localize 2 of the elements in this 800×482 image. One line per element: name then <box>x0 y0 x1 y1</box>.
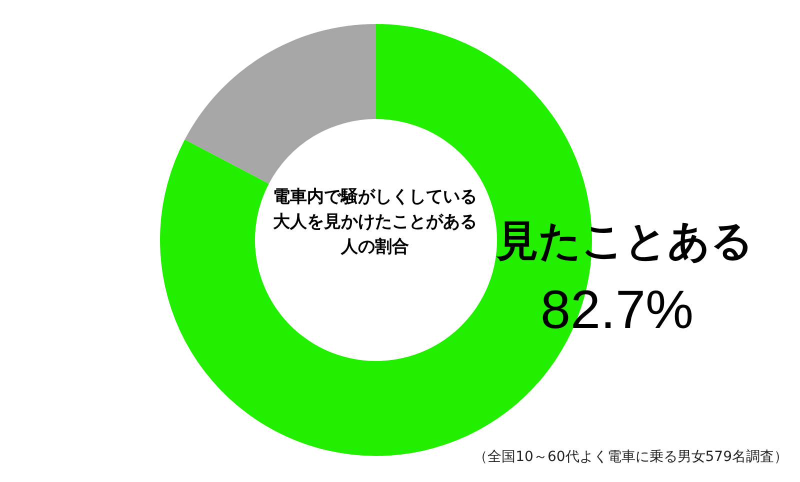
text: 電車内で騒がしくしている大人を見かけたことがある人の割合 <box>272 186 478 259</box>
text: （全国10～60代よく電車に乗る男女579名調査） <box>474 448 788 466</box>
